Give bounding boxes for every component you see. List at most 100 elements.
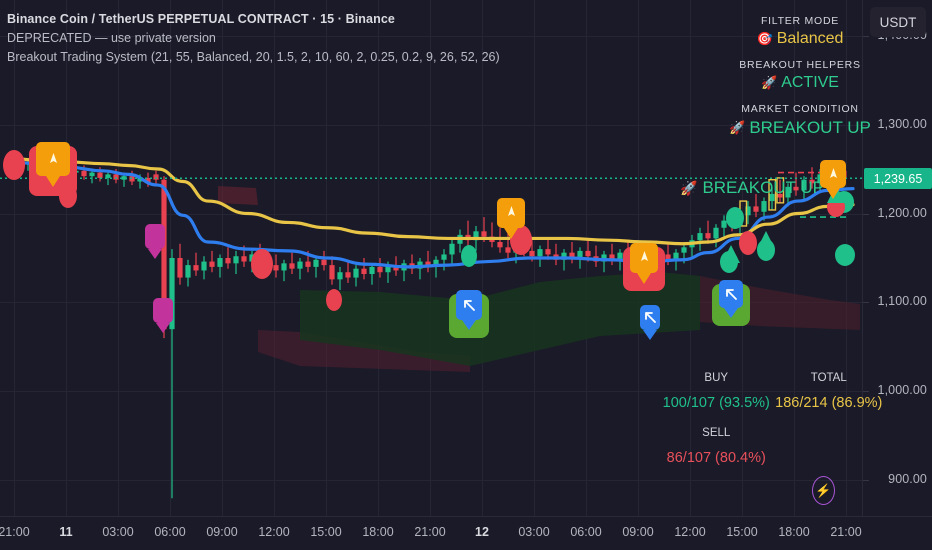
price-tick-label: 900.00 <box>888 472 927 487</box>
time-tick-label: 18:00 <box>778 525 810 539</box>
price-tick-label: 1,000.00 <box>877 383 927 398</box>
grid-line-horizontal <box>0 35 862 37</box>
price-tick-label: 1,100.00 <box>877 294 927 309</box>
arrow-glyph <box>645 312 656 324</box>
price-tick-mark <box>863 391 869 393</box>
arrow-glyph <box>726 289 737 300</box>
status-caption: MARKET CONDITION <box>741 103 859 115</box>
breakout-label: 🚀 BREAKOUT UP <box>680 178 824 198</box>
grid-line-vertical <box>586 0 587 516</box>
price-tick-mark <box>863 302 869 304</box>
time-axis[interactable]: 21:00 11 03:00 06:00 09:00 12:00 15:00 18:00 21:… <box>0 516 932 550</box>
status-value-text: Balanced <box>776 30 844 47</box>
status-caption: FILTER MODE <box>760 15 840 27</box>
rocket-icon: 🚀 <box>729 120 746 135</box>
grid-line-vertical <box>430 0 431 516</box>
signal-pin-marker[interactable] <box>630 243 658 284</box>
signal-pin-marker[interactable] <box>640 305 660 340</box>
total-value: 186/214 (86.9%) <box>775 395 883 411</box>
time-tick-label: 15:00 <box>726 525 758 539</box>
arrow-glyph <box>464 299 475 311</box>
time-tick-label: 06:00 <box>570 525 602 539</box>
grid-line-horizontal <box>0 124 862 126</box>
buy-caption: BUY <box>704 372 729 384</box>
currency-badge[interactable]: USDT <box>870 7 926 37</box>
grid-line-vertical <box>14 0 15 516</box>
time-tick-label: 03:00 <box>102 525 134 539</box>
blank <box>153 298 173 323</box>
grid-line-vertical <box>274 0 275 516</box>
rocket-icon <box>820 160 846 189</box>
signal-pin-marker[interactable] <box>153 298 173 333</box>
price-tick-label: 1,300.00 <box>877 116 927 131</box>
pin-tip <box>724 308 738 319</box>
performance-stats-panel: BUY TOTAL 100/107 (93.5%) 186/214 (86.9%… <box>660 372 885 505</box>
signal-pin-marker[interactable] <box>36 142 70 188</box>
time-tick-label: 12:00 <box>258 525 290 539</box>
rocket-icon: 🚀 <box>680 179 698 196</box>
sell-value: 86/107 (80.4%) <box>666 450 766 466</box>
status-value-text: ACTIVE <box>781 74 839 91</box>
dart-icon: 🎯 <box>756 31 773 46</box>
buy-value: 100/107 (93.5%) <box>662 395 770 411</box>
sell-caption: SELL <box>702 427 731 439</box>
signal-pin-marker[interactable] <box>145 224 165 259</box>
arrow-up-left-icon <box>456 290 482 320</box>
time-tick-label: 06:00 <box>154 525 186 539</box>
price-tick-mark <box>863 213 869 215</box>
current-price-badge[interactable]: 1,239.65 <box>864 168 932 190</box>
grid-line-vertical <box>482 0 483 516</box>
grid-line-vertical <box>326 0 327 516</box>
rocket-icon <box>630 243 658 273</box>
status-value-text: BREAKOUT UP <box>749 118 871 137</box>
time-tick-label: 18:00 <box>362 525 394 539</box>
price-tick-mark <box>863 124 869 126</box>
time-tick-label: 11 <box>59 525 73 539</box>
grid-line-horizontal <box>0 480 862 482</box>
symbol-title[interactable]: Binance Coin / TetherUS PERPETUAL CONTRA… <box>7 12 395 26</box>
rocket-glyph <box>829 167 837 178</box>
time-tick-label: 21:00 <box>0 525 30 539</box>
rocket-glyph <box>640 251 648 262</box>
time-tick-label: 21:00 <box>414 525 446 539</box>
price-tick-mark <box>863 35 869 37</box>
pin-tip <box>826 188 840 200</box>
pin-tip <box>148 248 162 259</box>
time-tick-label: 09:00 <box>206 525 238 539</box>
grid-line-vertical <box>378 0 379 516</box>
rocket-icon <box>36 142 70 177</box>
signal-pin-marker[interactable] <box>497 198 525 239</box>
rocket-icon: 🚀 <box>761 75 778 90</box>
grid-line-vertical <box>222 0 223 516</box>
grid-line-vertical <box>170 0 171 516</box>
pin-tip <box>46 176 60 188</box>
lightning-bolt-icon[interactable]: ⚡ <box>812 476 835 505</box>
pin-tip <box>504 227 518 239</box>
time-tick-label: 12 <box>475 525 489 539</box>
signal-pin-marker[interactable] <box>820 160 846 200</box>
time-tick-label: 03:00 <box>518 525 550 539</box>
indicator-title[interactable]: Breakout Trading System (21, 55, Balance… <box>7 50 500 64</box>
time-tick-label: 15:00 <box>310 525 342 539</box>
signal-pin-marker[interactable] <box>456 290 482 330</box>
status-value: 🎯 Balanced <box>730 30 870 48</box>
rocket-glyph <box>49 152 57 163</box>
arrow-up-left-icon <box>640 305 660 330</box>
pin-tip <box>643 329 657 340</box>
status-value: 🚀 BREAKOUT UP <box>729 118 871 138</box>
signal-pin-marker[interactable] <box>719 280 743 319</box>
pin-tip <box>462 319 476 330</box>
status-value: 🚀 ACTIVE <box>730 74 870 92</box>
grid-line-vertical <box>534 0 535 516</box>
blank <box>145 224 165 249</box>
grid-line-vertical <box>118 0 119 516</box>
status-panel: FILTER MODE 🎯 Balanced BREAKOUT HELPERS 🚀 ACT… <box>729 15 871 149</box>
chart-legend[interactable]: Binance Coin / TetherUS PERPETUAL CONTRA… <box>7 12 500 64</box>
pin-tip <box>156 322 170 333</box>
grid-line-horizontal <box>0 391 862 393</box>
status-caption: BREAKOUT HELPERS <box>739 59 861 71</box>
time-tick-label: 09:00 <box>622 525 654 539</box>
total-caption: TOTAL <box>810 372 847 384</box>
rocket-glyph <box>507 206 515 217</box>
